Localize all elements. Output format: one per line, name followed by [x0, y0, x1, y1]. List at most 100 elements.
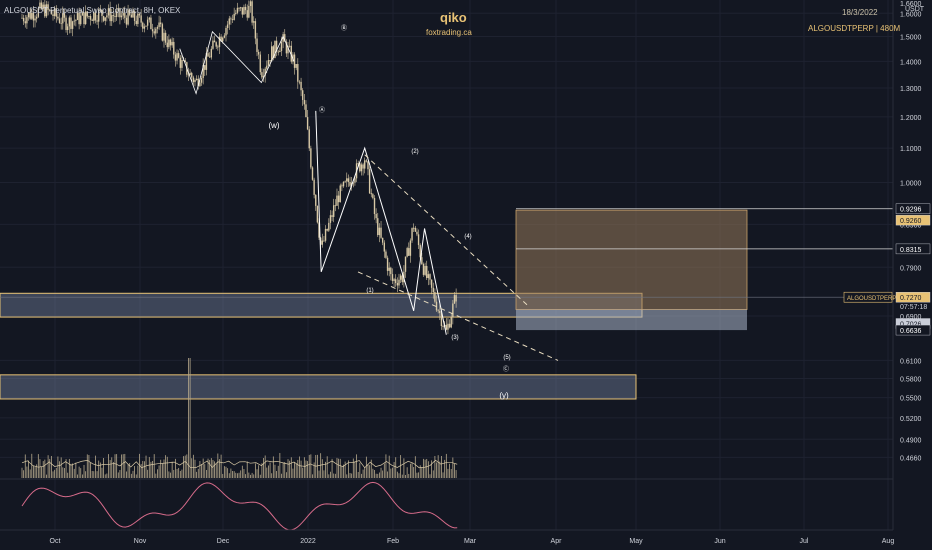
candle-body [346, 178, 348, 182]
price-tag [895, 292, 931, 303]
candle-body [26, 17, 28, 24]
candle-body [426, 265, 428, 279]
candle-body [66, 26, 69, 31]
candle-body [429, 274, 431, 280]
candle-body [177, 53, 180, 58]
candle-body [442, 326, 444, 327]
candle-body [182, 60, 185, 61]
candle-body [124, 12, 126, 18]
candle-body [184, 60, 186, 63]
candle-body [102, 16, 105, 21]
candle-body [269, 60, 271, 62]
candle-body [138, 13, 141, 16]
candle-body [55, 8, 57, 17]
candle-body [334, 205, 337, 207]
wave-label: Ⓑ [341, 24, 347, 32]
candle-body [49, 9, 51, 11]
candle-body [122, 12, 124, 16]
candle-body [264, 68, 266, 76]
candle-body [406, 248, 408, 257]
candle-body [62, 13, 64, 24]
candle-body [158, 22, 160, 27]
candle-body [207, 53, 209, 57]
candle-body [326, 228, 328, 231]
rsi-line [21, 481, 458, 531]
candle-body [37, 8, 40, 17]
candle-body [96, 20, 98, 22]
price-tick-label: 1.4000 [900, 59, 922, 66]
price-tick-label: 0.6100 [900, 358, 922, 365]
candle-body [99, 9, 102, 11]
candle-body [290, 45, 292, 62]
candle-body [150, 17, 152, 30]
candle-body [310, 148, 312, 168]
candle-body [311, 167, 314, 180]
candle-body [339, 185, 341, 203]
wave-label: (2) [411, 149, 418, 155]
wave-label: Ⓒ [503, 365, 509, 373]
zones [0, 208, 893, 400]
candle-body [249, 1, 252, 6]
candle-body [236, 7, 239, 13]
candle-body [287, 46, 289, 54]
candle-body [160, 22, 162, 25]
candle-body [241, 7, 244, 15]
price-tick-label: 0.6900 [900, 314, 922, 321]
wave-labels: (w) Ⓐ Ⓑ (1) (2) (3) (4) (5) Ⓒ (y) [268, 24, 510, 400]
time-tick-label: 2022 [300, 538, 316, 545]
candle-body [156, 26, 159, 29]
wave-label: Ⓐ [319, 106, 325, 114]
candle-body [63, 13, 66, 18]
candle-body [166, 42, 168, 48]
candle-body [22, 17, 25, 22]
candle-body [86, 11, 88, 17]
candle-body [60, 22, 62, 24]
time-axis[interactable]: Oct Nov Dec 2022 Feb Mar Apr May Jun Jul Aug [50, 538, 895, 545]
candle-body [412, 227, 415, 229]
candle-body [372, 194, 374, 199]
candle-body [282, 34, 284, 42]
candle-body [119, 8, 121, 18]
candle-body [274, 40, 276, 59]
candle-body [388, 267, 390, 271]
candle-body [303, 99, 306, 105]
price-axis[interactable]: 1.6600 1.6000 1.5000 1.4000 1.3000 1.2000 1.10… [843, 0, 932, 550]
candle-body [246, 10, 248, 18]
candle-body [52, 14, 54, 16]
candle-body [117, 8, 119, 12]
candle-body [427, 274, 430, 279]
upper-trendline [364, 154, 529, 307]
candle-body [416, 231, 418, 235]
candle-body [275, 40, 278, 52]
candle-body [316, 205, 319, 223]
candle-body [101, 10, 103, 17]
candle-body [194, 79, 196, 83]
candle-body [115, 11, 118, 17]
candle-body [284, 34, 286, 42]
price-tick-label: 1.2000 [900, 115, 922, 122]
candles [21, 0, 457, 335]
candle-body [42, 4, 44, 9]
time-tick-label: May [629, 538, 643, 545]
price-tick-label: 0.5200 [900, 416, 922, 423]
candle-body [29, 12, 31, 19]
candle-body [313, 179, 315, 195]
candle-body [424, 265, 426, 275]
candle-body [58, 18, 61, 23]
candle-body [447, 323, 449, 330]
candle-body [163, 32, 165, 41]
candle-body [437, 310, 439, 312]
candle-body [200, 77, 203, 83]
candle-body [445, 324, 448, 330]
price-tag-label: 0.7270 [900, 295, 922, 302]
candle-body [179, 57, 182, 68]
candle-body [235, 12, 237, 14]
candle-body [84, 11, 87, 25]
price-tag [895, 324, 931, 336]
candle-body [354, 178, 356, 183]
candle-body [80, 15, 82, 25]
candle-body [324, 228, 327, 241]
candle-body [262, 75, 265, 78]
volume-average-line [21, 459, 458, 469]
